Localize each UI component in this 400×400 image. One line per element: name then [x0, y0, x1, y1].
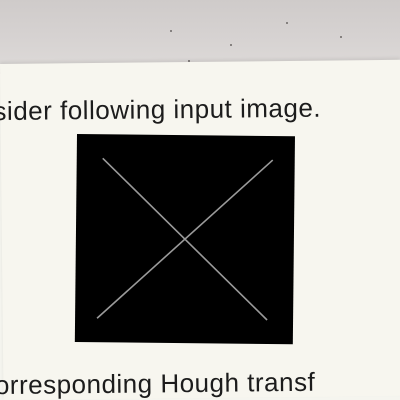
surface-speck [230, 44, 232, 46]
surface-speck [286, 22, 288, 24]
question-text-line-2: corresponding Hough transf [0, 366, 316, 400]
crossed-lines-graphic [96, 157, 274, 321]
surface-speck [170, 30, 172, 32]
diagonal-line-2 [96, 159, 274, 319]
question-text-line-1: nsider following input image. [0, 92, 322, 127]
surface-speck [340, 36, 342, 38]
surface-speck [188, 60, 190, 62]
input-image-figure [74, 134, 295, 345]
